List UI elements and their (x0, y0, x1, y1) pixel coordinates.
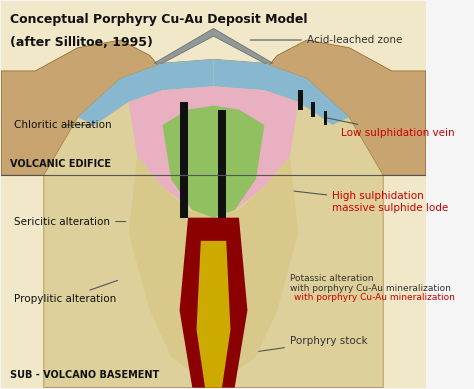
Text: with porphyry Cu-Au mineralization: with porphyry Cu-Au mineralization (294, 293, 455, 302)
Polygon shape (218, 110, 226, 218)
Text: Propylitic alteration: Propylitic alteration (14, 280, 118, 304)
Text: High sulphidation
massive sulphide lode: High sulphidation massive sulphide lode (292, 191, 448, 213)
Text: Porphyry stock: Porphyry stock (225, 336, 367, 356)
Polygon shape (324, 112, 327, 125)
Polygon shape (154, 28, 273, 63)
Text: Chloritic alteration: Chloritic alteration (14, 120, 112, 130)
Polygon shape (1, 2, 426, 387)
Text: Acid-leached zone: Acid-leached zone (250, 35, 402, 45)
Text: Advanced argillic alteration: Advanced argillic alteration (146, 112, 281, 122)
Polygon shape (264, 40, 426, 175)
Polygon shape (163, 106, 264, 218)
Polygon shape (311, 102, 315, 117)
Polygon shape (1, 40, 163, 175)
Text: VOLCANIC EDIFICE: VOLCANIC EDIFICE (10, 159, 111, 169)
Polygon shape (78, 59, 213, 125)
Polygon shape (44, 59, 383, 387)
Text: Conceptual Porphyry Cu-Au Deposit Model: Conceptual Porphyry Cu-Au Deposit Model (10, 13, 307, 26)
Polygon shape (128, 156, 298, 387)
Polygon shape (180, 218, 247, 387)
Polygon shape (298, 90, 303, 110)
Text: SUB - VOLCANO BASEMENT: SUB - VOLCANO BASEMENT (10, 370, 159, 380)
Polygon shape (213, 59, 349, 125)
Text: Potassic alteration
with porphyry Cu-Au mineralization: Potassic alteration with porphyry Cu-Au … (246, 272, 451, 293)
Text: (after Sillitoe, 1995): (after Sillitoe, 1995) (10, 36, 153, 49)
Polygon shape (197, 241, 230, 387)
Polygon shape (128, 86, 298, 218)
Text: Sericitic alteration: Sericitic alteration (14, 217, 126, 226)
Polygon shape (180, 102, 188, 218)
Text: Low sulphidation vein: Low sulphidation vein (327, 118, 455, 138)
